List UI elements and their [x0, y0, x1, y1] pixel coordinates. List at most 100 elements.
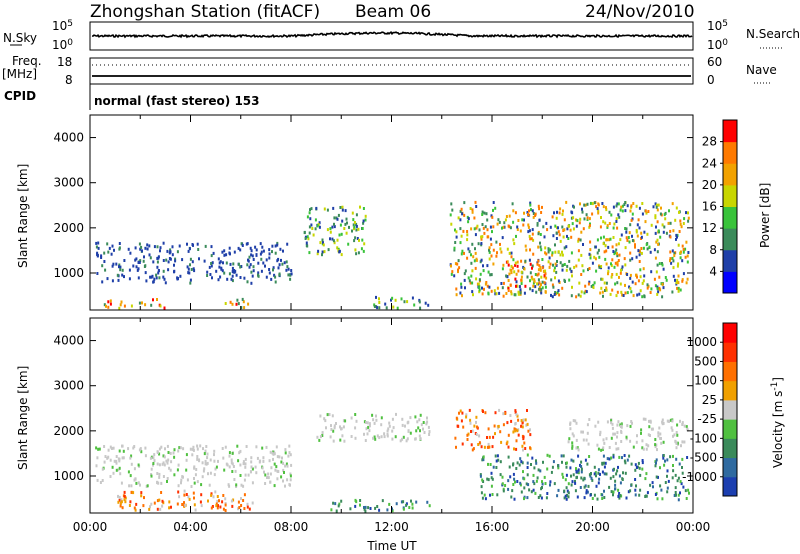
colorbar-segment [723, 120, 737, 143]
echo-cell [472, 293, 474, 297]
echo-cell [537, 259, 540, 263]
echo-cell [526, 422, 529, 426]
echo-cell [426, 416, 428, 420]
echo-cell [662, 421, 665, 425]
echo-cell [168, 257, 171, 260]
echo-cell [656, 497, 659, 501]
echo-cell [160, 481, 163, 485]
echo-cell [524, 244, 527, 248]
echo-cell [376, 306, 379, 310]
echo-cell [661, 282, 664, 286]
echo-cell [514, 277, 517, 281]
echo-cell [545, 252, 548, 256]
echo-cell [141, 249, 143, 253]
echo-cell [618, 474, 621, 478]
echo-cell [481, 223, 484, 226]
echo-cell [544, 272, 547, 276]
echo-cell [306, 235, 309, 239]
echo-cell [640, 251, 643, 255]
echo-cell [229, 300, 232, 304]
colorbar-segment [723, 141, 737, 164]
echo-cell [318, 225, 321, 229]
echo-cell [585, 491, 588, 495]
echo-cell [235, 302, 238, 306]
echo-cell [176, 277, 179, 281]
echo-cell [193, 465, 196, 469]
echo-cell [575, 295, 578, 299]
echo-cell [368, 422, 371, 426]
echo-cell [123, 304, 126, 308]
echo-cell [107, 305, 110, 309]
echo-cell [235, 273, 238, 277]
echo-cell [318, 438, 321, 442]
echo-cell [662, 286, 665, 290]
echo-cell [363, 242, 366, 246]
echo-cell [541, 205, 543, 209]
echo-cell [331, 225, 334, 229]
echo-cell [146, 247, 149, 251]
echo-cell [576, 219, 579, 223]
echo-cell [528, 258, 531, 262]
echo-cell [579, 463, 581, 467]
xtick-label: 00:00 [676, 520, 711, 534]
echo-cell [216, 506, 219, 510]
echo-cell [686, 277, 689, 281]
echo-cell [559, 253, 562, 257]
echo-cell [491, 477, 494, 481]
echo-cell [529, 433, 532, 437]
echo-cell [619, 282, 622, 286]
echo-cell [451, 270, 454, 274]
echo-cell [529, 262, 532, 266]
echo-cell [671, 290, 674, 294]
echo-cell [521, 218, 524, 222]
echo-cell [250, 270, 253, 274]
echo-cell [635, 255, 638, 259]
echo-cell [577, 448, 580, 452]
echo-cell [530, 237, 533, 241]
echo-cell [499, 242, 501, 246]
echo-cell [178, 495, 181, 499]
echo-cell [495, 459, 498, 463]
echo-cell [247, 473, 250, 477]
echo-cell [619, 481, 622, 485]
echo-cell [231, 451, 234, 455]
echo-cell [624, 201, 627, 204]
echo-cell [262, 459, 265, 463]
echo-cell [260, 257, 263, 261]
echo-cell [586, 218, 589, 221]
echo-cell [574, 481, 577, 485]
echo-cell [177, 449, 180, 453]
echo-cell [653, 248, 656, 252]
echo-cell [168, 466, 171, 470]
echo-cell [556, 260, 558, 263]
echo-cell [251, 254, 254, 258]
echo-cell [522, 437, 525, 441]
echo-cell [101, 467, 104, 471]
echo-cell [230, 277, 233, 281]
echo-cell [180, 478, 183, 482]
echo-cell [247, 259, 250, 263]
echo-cell [522, 448, 524, 452]
echo-cell [174, 257, 177, 261]
echo-cell [572, 227, 575, 231]
echo-cell [470, 274, 473, 278]
echo-cell [494, 292, 497, 296]
echo-cell [316, 435, 319, 439]
echo-cell [655, 475, 658, 479]
echo-cell [613, 265, 616, 269]
echo-cell [674, 491, 677, 494]
echo-cell [193, 496, 195, 500]
echo-cell [538, 287, 541, 291]
echo-cell [525, 248, 528, 252]
echo-cell [580, 470, 583, 474]
echo-cell [682, 272, 685, 276]
echo-cell [546, 453, 549, 457]
echo-cell [557, 230, 560, 234]
echo-cell [480, 237, 483, 241]
echo-cell [424, 301, 427, 305]
echo-cell [178, 244, 181, 248]
echo-cell [575, 470, 578, 474]
echo-cell [135, 257, 138, 261]
echo-cell [604, 257, 607, 261]
echo-cell [279, 247, 282, 251]
